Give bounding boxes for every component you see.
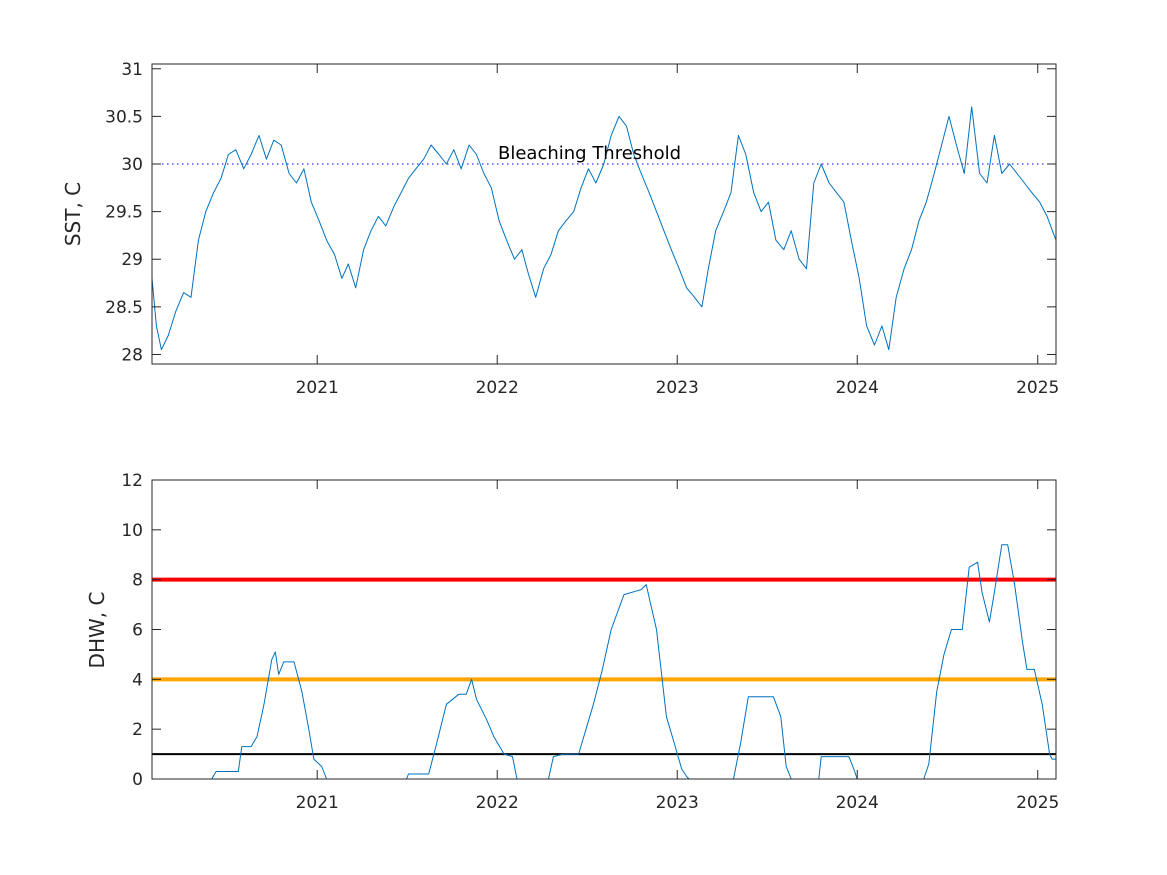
sst-xtick-label: 2025 <box>1016 378 1059 398</box>
dhw-series-line <box>152 544 1056 780</box>
sst-xtick-label: 2021 <box>296 378 339 398</box>
dhw-ytick-label: 4 <box>132 670 143 690</box>
sst-xtick-label: 2022 <box>476 378 519 398</box>
dhw-ytick-label: 6 <box>132 621 143 641</box>
dhw-ytick-label: 0 <box>132 770 143 790</box>
sst-panel: 28 28.5 29 29.5 30 30.5 31 2021 2022 2023 2024 2025… <box>61 60 1059 398</box>
sst-ytick-label: 30.5 <box>105 107 143 127</box>
dhw-xtick-label: 2022 <box>476 793 519 813</box>
dhw-xtick-label: 2023 <box>656 793 699 813</box>
sst-ytick-label: 30 <box>121 155 143 175</box>
sst-ytick-label: 29 <box>121 250 143 270</box>
bleaching-threshold-label: Bleaching Threshold <box>498 143 681 164</box>
dhw-xtick-label: 2021 <box>296 793 339 813</box>
dhw-panel: 0 2 4 6 8 10 12 2021 2022 2023 2024 2025 DHW, C <box>85 471 1059 813</box>
sst-ytick-label: 28 <box>121 345 143 365</box>
dhw-xtick-label: 2024 <box>836 793 879 813</box>
sst-ytick-label: 31 <box>121 60 143 80</box>
sst-ylabel: SST, C <box>61 182 85 246</box>
dhw-ytick-label: 12 <box>121 471 143 491</box>
dhw-ytick-label: 10 <box>121 521 143 541</box>
sst-xtick-label: 2024 <box>836 378 879 398</box>
sst-ytick-label: 29.5 <box>105 203 143 223</box>
sst-ytick-label: 28.5 <box>105 298 143 318</box>
sst-xtick-label: 2023 <box>656 378 699 398</box>
dhw-xtick-label: 2025 <box>1016 793 1059 813</box>
dhw-ylabel: DHW, C <box>85 592 109 669</box>
sst-axes-box <box>151 63 1057 365</box>
dhw-ytick-label: 2 <box>132 720 143 740</box>
dhw-ytick-label: 8 <box>132 571 143 591</box>
sst-series-line <box>151 106 1057 351</box>
